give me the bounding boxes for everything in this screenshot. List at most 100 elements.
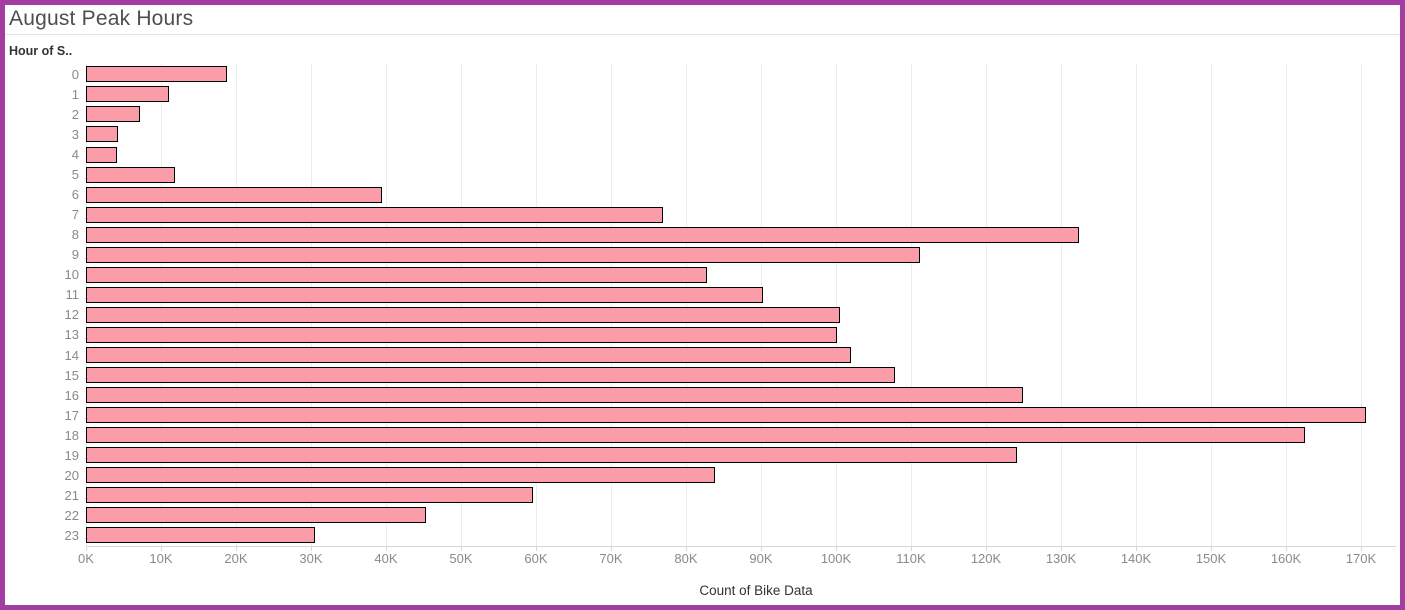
x-tick-label-70K: 70K <box>599 551 623 566</box>
y-tick-label-2: 2 <box>71 106 79 122</box>
x-tick-label-170K: 170K <box>1345 551 1377 566</box>
tick-mark-30K <box>311 546 312 551</box>
gridline-0K <box>86 64 87 546</box>
y-tick-label-1: 1 <box>71 86 79 102</box>
gridline-90K <box>761 64 762 546</box>
y-tick-label-10: 10 <box>64 267 79 283</box>
x-tick-label-150K: 150K <box>1195 551 1227 566</box>
x-tick-label-40K: 40K <box>374 551 398 566</box>
chart-container: August Peak Hours Hour of S.. 0K 10K 20K 30… <box>5 5 1400 605</box>
tick-mark-70K <box>611 546 612 551</box>
bar-hour-1[interactable] <box>86 86 169 103</box>
y-tick-label-22: 22 <box>64 507 79 523</box>
bar-hour-17[interactable] <box>86 407 1366 424</box>
tick-mark-120K <box>986 546 987 551</box>
y-tick-label-9: 9 <box>71 247 79 263</box>
gridline-70K <box>611 64 612 546</box>
x-tick-label-80K: 80K <box>674 551 698 566</box>
tick-mark-0K <box>86 546 87 551</box>
bar-hour-11[interactable] <box>86 286 763 303</box>
x-axis-line <box>86 546 1396 547</box>
gridline-50K <box>461 64 462 546</box>
bar-hour-13[interactable] <box>86 326 837 343</box>
tick-mark-40K <box>386 546 387 551</box>
x-tick-label-140K: 140K <box>1120 551 1152 566</box>
bar-hour-5[interactable] <box>86 166 175 183</box>
gridline-10K <box>161 64 162 546</box>
bar-hour-14[interactable] <box>86 347 851 363</box>
y-axis-title: Hour of S.. <box>9 44 73 58</box>
tick-mark-50K <box>461 546 462 551</box>
y-tick-label-13: 13 <box>64 327 79 343</box>
tick-mark-160K <box>1286 546 1287 551</box>
y-tick-label-12: 12 <box>64 307 79 323</box>
x-tick-label-160K: 160K <box>1270 551 1302 566</box>
bar-hour-8[interactable] <box>86 226 1079 243</box>
y-tick-label-21: 21 <box>64 487 79 503</box>
tick-mark-80K <box>686 546 687 551</box>
bar-hour-12[interactable] <box>86 306 841 323</box>
tick-mark-170K <box>1361 546 1362 551</box>
y-tick-label-18: 18 <box>64 427 79 443</box>
chart-title: August Peak Hours <box>9 7 194 30</box>
bar-hour-6[interactable] <box>86 186 382 203</box>
tick-mark-100K <box>836 546 837 551</box>
gridline-80K <box>686 64 687 546</box>
y-tick-label-3: 3 <box>71 126 79 142</box>
tick-mark-60K <box>536 546 537 551</box>
gridline-40K <box>386 64 387 546</box>
x-tick-label-50K: 50K <box>449 551 473 566</box>
tick-mark-140K <box>1136 546 1137 551</box>
bar-hour-3[interactable] <box>86 126 118 143</box>
x-tick-label-60K: 60K <box>524 551 548 566</box>
y-tick-label-6: 6 <box>71 187 79 203</box>
bar-hour-4[interactable] <box>86 146 117 163</box>
bar-hour-23[interactable] <box>86 527 316 544</box>
tick-mark-20K <box>236 546 237 551</box>
x-tick-label-110K: 110K <box>896 551 926 566</box>
tick-mark-130K <box>1061 546 1062 551</box>
bar-hour-9[interactable] <box>86 246 920 263</box>
x-tick-label-130K: 130K <box>1045 551 1077 566</box>
gridline-170K <box>1361 64 1362 546</box>
gridline-110K <box>911 64 912 546</box>
gridline-140K <box>1136 64 1137 546</box>
plot-area: 0K 10K 20K 30K 40K 50K 60K 70K 80K 90K 100K 110K 120… <box>5 5 1400 605</box>
y-tick-label-11: 11 <box>65 287 80 303</box>
gridline-30K <box>311 64 312 546</box>
gridline-120K <box>986 64 987 546</box>
bar-hour-10[interactable] <box>86 266 707 283</box>
bar-hour-21[interactable] <box>86 487 533 504</box>
bar-hour-2[interactable] <box>86 106 140 123</box>
gridline-60K <box>536 64 537 546</box>
x-tick-label-120K: 120K <box>970 551 1002 566</box>
y-tick-label-16: 16 <box>64 387 79 403</box>
x-tick-label-90K: 90K <box>749 551 773 566</box>
bar-hour-18[interactable] <box>86 427 1306 444</box>
x-tick-label-100K: 100K <box>820 551 852 566</box>
y-tick-label-4: 4 <box>71 147 79 162</box>
title-divider <box>5 34 1400 35</box>
bar-hour-19[interactable] <box>86 447 1018 464</box>
gridline-130K <box>1061 64 1062 546</box>
y-tick-label-5: 5 <box>71 167 79 183</box>
y-tick-label-8: 8 <box>71 227 79 243</box>
bar-hour-16[interactable] <box>86 387 1024 404</box>
x-axis-title: Count of Bike Data <box>699 583 813 598</box>
tick-mark-90K <box>761 546 762 551</box>
x-tick-label-0K: 0K <box>78 551 94 566</box>
bar-hour-7[interactable] <box>86 206 664 223</box>
tick-mark-10K <box>161 546 162 551</box>
bar-hour-0[interactable] <box>86 66 227 83</box>
gridline-100K <box>836 64 837 546</box>
bar-hour-22[interactable] <box>86 507 426 524</box>
gridline-20K <box>236 64 237 546</box>
bar-hour-20[interactable] <box>86 467 715 484</box>
y-tick-label-14: 14 <box>64 347 79 363</box>
y-tick-label-0: 0 <box>71 66 79 82</box>
bar-hour-15[interactable] <box>86 367 895 384</box>
x-tick-label-30K: 30K <box>299 551 323 566</box>
gridline-160K <box>1286 64 1287 546</box>
x-tick-label-10K: 10K <box>149 551 173 566</box>
